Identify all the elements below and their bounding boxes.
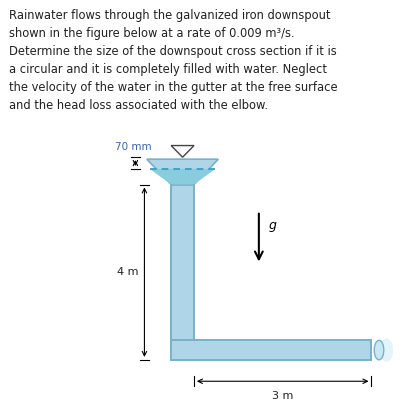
Bar [171, 341, 372, 360]
Text: 70 mm: 70 mm [115, 142, 152, 152]
Ellipse shape [380, 339, 393, 362]
Text: 3 m: 3 m [272, 391, 293, 401]
Text: Rainwater flows through the galvanized iron downspout
shown in the figure below : Rainwater flows through the galvanized i… [9, 9, 338, 112]
Text: g: g [268, 219, 276, 232]
Polygon shape [150, 169, 215, 185]
Ellipse shape [374, 341, 384, 360]
Bar [171, 185, 194, 341]
Polygon shape [147, 159, 218, 185]
Bar [171, 341, 194, 360]
Text: 4 m: 4 m [117, 267, 139, 277]
